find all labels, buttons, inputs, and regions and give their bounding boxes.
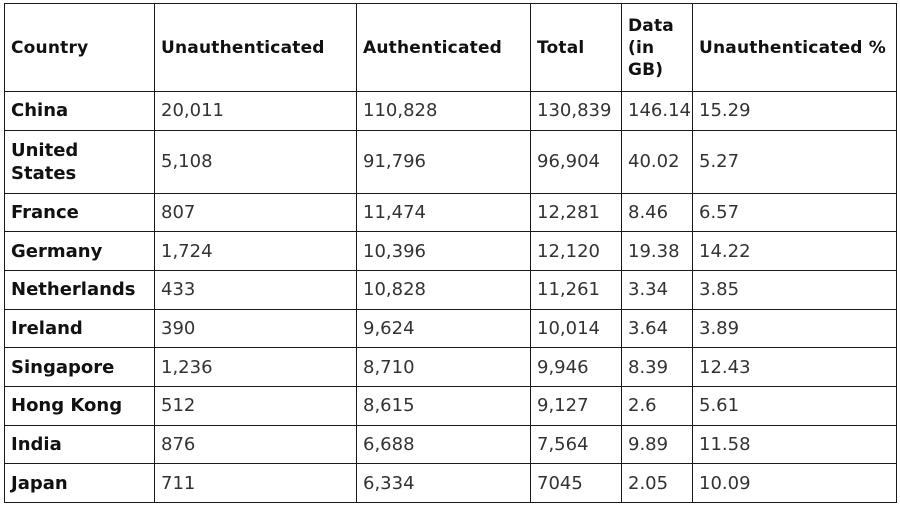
table-row: Ireland 390 9,624 10,014 3.64 3.89 bbox=[4, 308, 897, 349]
cell-country: Singapore bbox=[4, 347, 155, 387]
cell-authenticated: 10,828 bbox=[356, 269, 531, 310]
cell-unauthenticated-percent: 5.61 bbox=[692, 385, 897, 426]
cell-data-gb: 3.64 bbox=[621, 308, 693, 349]
cell-total: 96,904 bbox=[530, 129, 622, 194]
cell-country: United States bbox=[4, 129, 155, 194]
cell-authenticated: 11,474 bbox=[356, 192, 531, 233]
header-unauthenticated: Unauthenticated bbox=[154, 3, 357, 92]
cell-country: Netherlands bbox=[4, 269, 155, 310]
cell-authenticated: 9,624 bbox=[356, 308, 531, 349]
cell-authenticated: 10,396 bbox=[356, 231, 531, 271]
cell-unauthenticated-percent: 3.85 bbox=[692, 269, 897, 310]
cell-unauthenticated-percent: 11.58 bbox=[692, 424, 897, 465]
cell-unauthenticated-percent: 15.29 bbox=[692, 91, 897, 131]
cell-unauthenticated: 711 bbox=[154, 463, 357, 503]
cell-unauthenticated: 5,108 bbox=[154, 129, 357, 194]
header-total: Total bbox=[530, 3, 622, 92]
cell-authenticated: 8,615 bbox=[356, 385, 531, 426]
cell-data-gb: 40.02 bbox=[621, 129, 693, 194]
cell-unauthenticated-percent: 10.09 bbox=[692, 463, 897, 503]
table-row: China 20,011 110,828 130,839 146.14 15.29 bbox=[4, 91, 897, 131]
cell-unauthenticated: 433 bbox=[154, 269, 357, 310]
cell-country: Hong Kong bbox=[4, 385, 155, 426]
table-header-row: Country Unauthenticated Authenticated To… bbox=[4, 3, 897, 92]
cell-unauthenticated: 20,011 bbox=[154, 91, 357, 131]
cell-country: China bbox=[4, 91, 155, 131]
cell-unauthenticated: 1,236 bbox=[154, 347, 357, 387]
cell-unauthenticated-percent: 5.27 bbox=[692, 129, 897, 194]
cell-total: 7,564 bbox=[530, 424, 622, 465]
cell-authenticated: 8,710 bbox=[356, 347, 531, 387]
table-row: Hong Kong 512 8,615 9,127 2.6 5.61 bbox=[4, 385, 897, 426]
cell-total: 12,120 bbox=[530, 231, 622, 271]
cell-country: India bbox=[4, 424, 155, 465]
cell-unauthenticated: 807 bbox=[154, 192, 357, 233]
cell-data-gb: 3.34 bbox=[621, 269, 693, 310]
cell-country: Germany bbox=[4, 231, 155, 271]
cell-data-gb: 2.6 bbox=[621, 385, 693, 426]
table-row: France 807 11,474 12,281 8.46 6.57 bbox=[4, 192, 897, 233]
cell-unauthenticated-percent: 3.89 bbox=[692, 308, 897, 349]
cell-data-gb: 146.14 bbox=[621, 91, 693, 131]
cell-authenticated: 110,828 bbox=[356, 91, 531, 131]
header-country: Country bbox=[4, 3, 155, 92]
cell-data-gb: 8.39 bbox=[621, 347, 693, 387]
cell-total: 9,946 bbox=[530, 347, 622, 387]
country-data-table: Country Unauthenticated Authenticated To… bbox=[4, 3, 897, 503]
table-row: Singapore 1,236 8,710 9,946 8.39 12.43 bbox=[4, 347, 897, 387]
cell-data-gb: 2.05 bbox=[621, 463, 693, 503]
cell-total: 10,014 bbox=[530, 308, 622, 349]
cell-data-gb: 9.89 bbox=[621, 424, 693, 465]
cell-country: Japan bbox=[4, 463, 155, 503]
cell-data-gb: 8.46 bbox=[621, 192, 693, 233]
cell-total: 11,261 bbox=[530, 269, 622, 310]
header-data-gb: Data (in GB) bbox=[621, 3, 693, 92]
table-row: Germany 1,724 10,396 12,120 19.38 14.22 bbox=[4, 231, 897, 271]
cell-total: 9,127 bbox=[530, 385, 622, 426]
cell-unauthenticated: 876 bbox=[154, 424, 357, 465]
cell-country: France bbox=[4, 192, 155, 233]
cell-authenticated: 91,796 bbox=[356, 129, 531, 194]
cell-total: 12,281 bbox=[530, 192, 622, 233]
cell-unauthenticated: 390 bbox=[154, 308, 357, 349]
table-row: Netherlands 433 10,828 11,261 3.34 3.85 bbox=[4, 269, 897, 310]
cell-data-gb: 19.38 bbox=[621, 231, 693, 271]
cell-unauthenticated-percent: 6.57 bbox=[692, 192, 897, 233]
cell-authenticated: 6,688 bbox=[356, 424, 531, 465]
header-unauthenticated-percent: Unauthenticated % bbox=[692, 3, 897, 92]
cell-unauthenticated: 512 bbox=[154, 385, 357, 426]
table-row: United States 5,108 91,796 96,904 40.02 5.27 bbox=[4, 129, 897, 194]
cell-country: Ireland bbox=[4, 308, 155, 349]
cell-unauthenticated: 1,724 bbox=[154, 231, 357, 271]
cell-authenticated: 6,334 bbox=[356, 463, 531, 503]
table-row: Japan 711 6,334 7045 2.05 10.09 bbox=[4, 463, 897, 503]
table-row: India 876 6,688 7,564 9.89 11.58 bbox=[4, 424, 897, 465]
header-authenticated: Authenticated bbox=[356, 3, 531, 92]
cell-unauthenticated-percent: 12.43 bbox=[692, 347, 897, 387]
cell-total: 7045 bbox=[530, 463, 622, 503]
cell-unauthenticated-percent: 14.22 bbox=[692, 231, 897, 271]
cell-total: 130,839 bbox=[530, 91, 622, 131]
